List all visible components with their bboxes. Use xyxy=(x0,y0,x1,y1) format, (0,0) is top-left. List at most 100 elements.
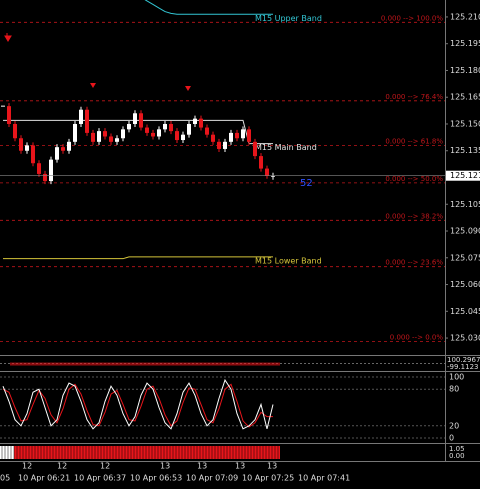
y-tick-label: 125.045 xyxy=(450,307,480,316)
candle xyxy=(271,175,275,177)
signal-label: 52 xyxy=(300,178,313,189)
stoch-line xyxy=(2,378,274,430)
y-tick-label: 125.180 xyxy=(450,66,480,75)
main-panel: 0.000 --> 100.0% 0.000 --> 76.4% 0.000 -->… xyxy=(0,0,445,343)
candle xyxy=(25,145,29,151)
band-line xyxy=(3,256,273,260)
candle xyxy=(229,132,233,142)
stoch-tick-label: 80 xyxy=(449,385,459,394)
candle xyxy=(43,173,47,182)
candle xyxy=(211,134,215,142)
candle xyxy=(139,113,143,128)
time-label: 10 Apr 06:37 xyxy=(74,474,126,483)
candle xyxy=(79,109,83,124)
day-label: 13 xyxy=(235,462,245,471)
fib-label: 0.000 --> 38.2% xyxy=(385,212,443,220)
candle xyxy=(223,141,227,149)
y-tick-label: 125.090 xyxy=(450,227,480,236)
cci-band xyxy=(10,362,280,366)
y-tick-label: 125.075 xyxy=(450,253,480,262)
time-label: 10 Apr 07:09 xyxy=(186,474,238,483)
candle xyxy=(7,106,11,124)
arrows xyxy=(4,33,191,91)
candle xyxy=(127,123,131,130)
candle xyxy=(145,127,149,133)
stoch-tick-label: 100 xyxy=(449,373,464,382)
candle xyxy=(85,109,89,133)
candle xyxy=(199,118,203,128)
current-price-box xyxy=(446,170,480,181)
candle xyxy=(193,118,197,124)
candle xyxy=(55,147,59,160)
hist-white xyxy=(0,446,14,459)
candle xyxy=(187,123,191,135)
day-label: 12 xyxy=(100,462,110,471)
y-tick-label: 125.150 xyxy=(450,119,480,128)
time-label: 10 Apr 07:25 xyxy=(242,474,294,483)
day-label: 13 xyxy=(160,462,170,471)
stoch-tick-label: 0 xyxy=(449,434,454,443)
panel-borders xyxy=(0,0,480,462)
hist-red xyxy=(14,446,280,459)
hist-tick-label: 0.00 xyxy=(449,452,465,460)
day-label: 13 xyxy=(267,462,277,471)
candle xyxy=(151,132,155,137)
candle xyxy=(175,131,179,141)
band-label: M15 Upper Band xyxy=(255,14,322,23)
fib-label: 0.000 --> 76.4% xyxy=(385,93,443,101)
y-tick-label: 125.210 xyxy=(450,12,480,21)
y-tick-label: 125.135 xyxy=(450,146,480,155)
candle xyxy=(121,129,125,139)
candle xyxy=(241,129,245,139)
candle xyxy=(253,141,257,157)
candle xyxy=(19,138,23,151)
day-label: 12 xyxy=(57,462,67,471)
fib-label: 0.000 --> 0.0% xyxy=(390,334,444,342)
fib-label: 0.000 --> 61.8% xyxy=(385,137,443,145)
candle xyxy=(13,123,17,139)
band-label: M15 Main Band xyxy=(255,143,317,152)
candle xyxy=(205,127,209,135)
candle xyxy=(31,145,35,164)
stoch-line xyxy=(2,383,273,428)
day-label: 13 xyxy=(197,462,207,471)
candle xyxy=(133,113,137,124)
time-label: 10 Apr 06:21 xyxy=(18,474,70,483)
candle xyxy=(163,123,167,130)
candle xyxy=(103,131,107,137)
candle xyxy=(265,168,269,176)
candle xyxy=(91,132,95,142)
fib-label: 0.000 --> 50.0% xyxy=(385,175,443,183)
y-tick-label: 125.030 xyxy=(450,334,480,343)
fib-label: 0.000 --> 23.6% xyxy=(385,259,443,267)
time-label: 10 Apr 07:41 xyxy=(298,474,350,483)
fib-label: 0.000 --> 100.0% xyxy=(381,14,443,22)
cci-label: 100.2967 xyxy=(447,356,480,364)
candle xyxy=(259,156,263,169)
candle xyxy=(67,141,71,151)
y-tick-label: 125.165 xyxy=(450,93,480,102)
candle xyxy=(37,163,41,174)
time-label: 10 Apr 06:53 xyxy=(130,474,182,483)
candle xyxy=(169,123,173,132)
candle xyxy=(49,159,53,182)
y-tick-label: 125.105 xyxy=(450,200,480,209)
candle xyxy=(61,147,65,151)
candle xyxy=(115,138,119,142)
day-label: 12 xyxy=(22,462,32,471)
candle xyxy=(247,129,251,142)
candle xyxy=(109,136,113,142)
band-label: M15 Lower Band xyxy=(255,256,322,265)
stoch-tick-label: 20 xyxy=(449,421,459,430)
current-price-label: 125.121 xyxy=(450,171,480,180)
candle xyxy=(97,131,101,142)
candle xyxy=(181,134,185,141)
time-label: 05 xyxy=(0,474,10,483)
y-tick-label: 125.060 xyxy=(450,280,480,289)
hist-tick-label: 1.05 xyxy=(449,445,465,453)
candle xyxy=(217,141,221,149)
candle xyxy=(235,132,239,139)
